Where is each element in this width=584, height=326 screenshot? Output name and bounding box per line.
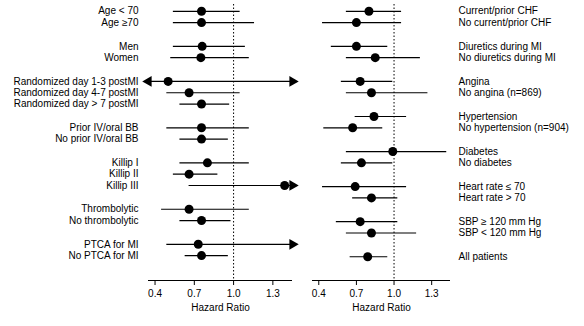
svg-text:Hazard Ratio: Hazard Ratio <box>191 302 250 313</box>
svg-text:No hypertension (n=904): No hypertension (n=904) <box>459 122 569 133</box>
svg-text:Killip II: Killip II <box>109 168 138 179</box>
svg-text:Killip III: Killip III <box>106 180 138 191</box>
svg-text:1.0: 1.0 <box>387 288 401 299</box>
svg-text:Age ≥70: Age ≥70 <box>101 17 139 28</box>
svg-text:Heart rate ≤ 70: Heart rate ≤ 70 <box>459 181 526 192</box>
svg-text:No angina (n=869): No angina (n=869) <box>459 87 542 98</box>
svg-text:Killip I: Killip I <box>112 157 139 168</box>
svg-text:No thrombolytic: No thrombolytic <box>69 215 138 226</box>
svg-text:0.7: 0.7 <box>187 288 201 299</box>
svg-text:Heart rate > 70: Heart rate > 70 <box>459 192 526 203</box>
svg-text:Men: Men <box>119 41 138 52</box>
svg-text:Randomized day > 7 postMI: Randomized day > 7 postMI <box>14 98 139 109</box>
svg-text:No diuretics during MI: No diuretics during MI <box>459 52 556 63</box>
svg-text:1.3: 1.3 <box>425 288 439 299</box>
svg-text:PTCA for MI: PTCA for MI <box>84 239 138 250</box>
svg-text:Women: Women <box>104 52 138 63</box>
svg-text:No prior IV/oral BB: No prior IV/oral BB <box>55 133 139 144</box>
svg-text:No current/prior CHF: No current/prior CHF <box>459 17 552 28</box>
svg-text:Angina: Angina <box>459 76 491 87</box>
svg-text:Randomized day 4-7 postMI: Randomized day 4-7 postMI <box>13 87 138 98</box>
svg-text:Diabetes: Diabetes <box>459 146 498 157</box>
svg-text:Age < 70: Age < 70 <box>98 5 139 16</box>
svg-text:All patients: All patients <box>459 251 508 262</box>
svg-text:Prior IV/oral BB: Prior IV/oral BB <box>70 122 139 133</box>
svg-text:0.7: 0.7 <box>349 288 363 299</box>
svg-text:Randomized day 1-3 postMI: Randomized day 1-3 postMI <box>13 76 138 87</box>
svg-text:SBP ≥ 120 mm Hg: SBP ≥ 120 mm Hg <box>459 216 542 227</box>
svg-text:No diabetes: No diabetes <box>459 157 512 168</box>
svg-text:Hypertension: Hypertension <box>459 111 518 122</box>
svg-text:0.4: 0.4 <box>312 288 326 299</box>
svg-text:Thrombolytic: Thrombolytic <box>81 203 138 214</box>
svg-text:1.3: 1.3 <box>266 288 280 299</box>
svg-text:SBP < 120 mm Hg: SBP < 120 mm Hg <box>459 227 542 238</box>
svg-text:0.4: 0.4 <box>148 288 162 299</box>
svg-text:Current/prior CHF: Current/prior CHF <box>459 5 538 16</box>
svg-text:1.0: 1.0 <box>227 288 241 299</box>
svg-text:No PTCA for MI: No PTCA for MI <box>68 250 138 261</box>
svg-text:Hazard Ratio: Hazard Ratio <box>352 302 411 313</box>
svg-text:Diuretics during MI: Diuretics during MI <box>459 41 542 52</box>
